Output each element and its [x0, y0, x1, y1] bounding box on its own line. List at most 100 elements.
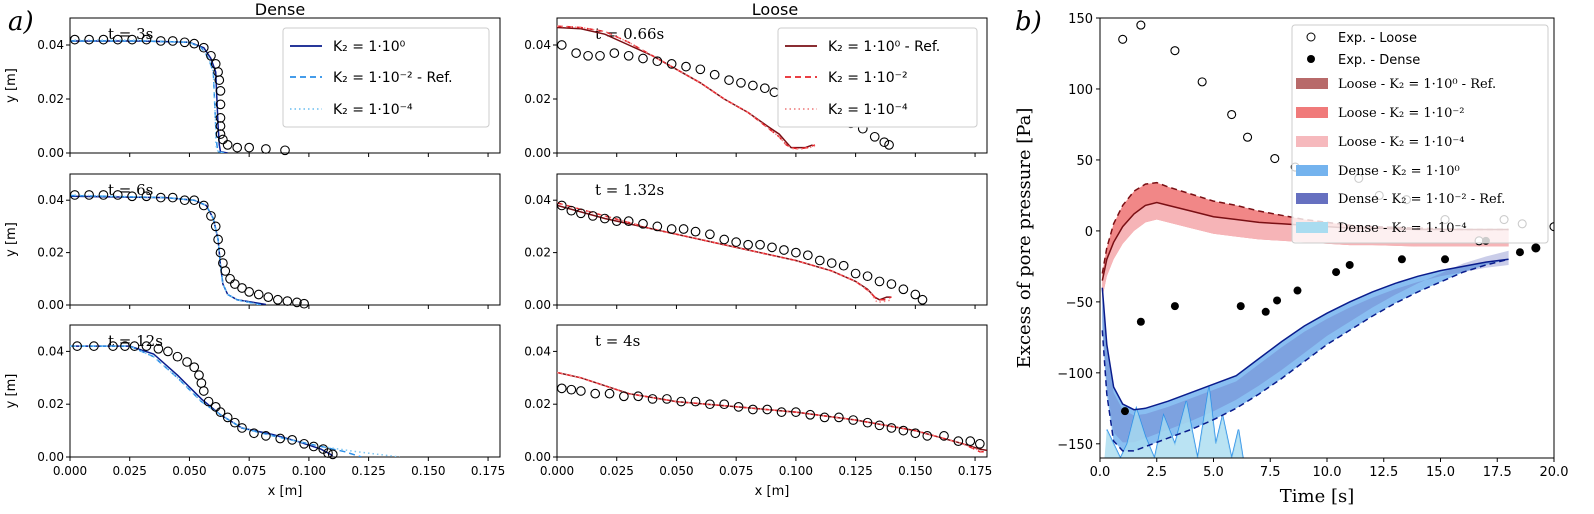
legend-loose-k2-fill [1296, 107, 1328, 118]
experiment-point [69, 190, 80, 200]
experiment-point [748, 80, 758, 91]
experiment-point [261, 144, 271, 154]
experiment-point [733, 401, 744, 412]
experiment-point [571, 48, 581, 58]
exp-loose-point [1136, 20, 1146, 30]
time-label: t = 1.32s [595, 181, 664, 199]
plot-frame [69, 17, 501, 154]
experiment-point [779, 245, 789, 255]
experiment-point [163, 346, 173, 357]
experiment-point [222, 412, 233, 423]
profile-plot-loose-0.66s: 0.00 0.02 0.04 t = 0.66s [524, 17, 988, 160]
pressure-y-tick-label: −150 [1057, 438, 1093, 453]
experiment-point [678, 224, 689, 234]
y-tick-label: 0.02 [524, 397, 551, 411]
series-line-k2 [557, 25, 816, 150]
experiment-point [886, 423, 897, 433]
legend-press-dense-k2: Dense - K₂ = 1·10⁻² - Ref. [1338, 192, 1505, 207]
experiment-point [576, 386, 586, 396]
legend-press-dense-k0: Dense - K₂ = 1·10⁰ [1338, 164, 1460, 179]
pressure-y-axis-label: Excess of pore pressure [Pa] [1014, 108, 1035, 369]
y-axis-label: y [m] [4, 374, 19, 409]
experiment-point [210, 401, 221, 412]
pressure-x-tick-label: 5.0 [1203, 465, 1224, 480]
experiment-point [198, 42, 209, 53]
experiment-point [826, 258, 837, 268]
experiment-point [939, 431, 949, 441]
pressure-x-tick-label: 2.5 [1146, 465, 1167, 480]
y-tick-label: 0.04 [37, 344, 64, 358]
series-line-k4 [557, 25, 816, 150]
y-tick-label: 0.02 [37, 92, 64, 106]
exp-dense-point [1515, 248, 1524, 257]
experiment-point [953, 436, 964, 447]
experiment-point [69, 34, 80, 45]
legend-loose: K₂ = 1·10⁰ - Ref. K₂ = 1·10⁻² K₂ = 1·10⁻… [777, 27, 978, 128]
y-tick-label: 0.04 [524, 38, 551, 52]
legend-loose-k0-fill [1296, 78, 1328, 89]
exp-dense-point [1397, 255, 1406, 264]
x-tick-label: 0.125 [838, 464, 872, 478]
panel-label-b: b) [1015, 7, 1042, 37]
experiment-point [263, 292, 274, 302]
y-tick-label: 0.02 [524, 92, 551, 106]
x-tick-label: 0.025 [600, 464, 634, 478]
experiment-point [886, 279, 897, 289]
series-line-k0 [70, 345, 334, 457]
experiment-point [638, 218, 648, 229]
y-tick-label: 0.02 [524, 246, 551, 260]
experiment-point [576, 208, 586, 219]
experiment-point [791, 407, 801, 417]
experiment-point [791, 247, 801, 258]
experiment-point [879, 137, 890, 148]
exp-dense-point [1293, 286, 1302, 295]
legend-dense-frame [282, 27, 490, 128]
x-axis-label: x [m] [268, 484, 303, 499]
experiment-point [862, 271, 873, 282]
experiment-point [755, 239, 765, 250]
experiment-point [690, 396, 701, 407]
pressure-x-tick-label: 12.5 [1369, 465, 1398, 480]
experiment-point [743, 239, 753, 250]
legend-press-dense-k4: Dense - K₂ = 1·10⁻⁴ [1338, 221, 1467, 236]
experiment-point [583, 50, 593, 61]
experiment-point [917, 294, 928, 305]
experiment-point [287, 434, 298, 445]
y-tick-label: 0.00 [524, 298, 551, 312]
experiment-point [805, 409, 816, 420]
y-tick-label: 0.02 [37, 397, 64, 411]
experiment-point [666, 224, 677, 234]
experiment-point [196, 378, 207, 388]
experiment-point [719, 399, 730, 410]
experiment-point [690, 226, 701, 237]
pressure-x-axis-label: Time [s] [1280, 486, 1355, 507]
profile-plot-loose-4s: 0.000 0.025 0.050 0.075 0.100 0.125 0.150 0.175… [524, 324, 992, 499]
pressure-x-tick-label: 15.0 [1426, 465, 1455, 480]
x-tick-label: 0.075 [719, 464, 753, 478]
column-title-dense: Dense [255, 0, 305, 19]
experiment-point [213, 234, 223, 245]
experiment-point [623, 50, 634, 61]
experiment-point [705, 229, 715, 240]
experiment-point [203, 396, 214, 407]
experiment-point [237, 423, 247, 433]
x-tick-label: 0.175 [471, 464, 505, 478]
experiment-point [189, 362, 200, 373]
experiment-point [89, 341, 99, 351]
series-line-k4 [557, 371, 983, 453]
experiment-point [910, 428, 921, 439]
profile-plots: 0.000.020.04y [m]t = 3s0.000.020.04y [m]… [4, 17, 992, 499]
experiment-point [819, 412, 830, 423]
exp-dense-point [1170, 302, 1179, 311]
experiment-point [198, 200, 209, 211]
experiment-point [850, 268, 861, 279]
pressure-x-tick-label: 10.0 [1313, 465, 1342, 480]
experiment-point [323, 448, 333, 458]
experiment-point [974, 438, 985, 449]
experiment-point [647, 394, 658, 404]
experiment-point [210, 221, 221, 232]
time-label: t = 0.66s [595, 25, 664, 43]
legend-press-loose-k0: Loose - K₂ = 1·10⁰ - Ref. [1338, 77, 1496, 92]
experiment-point [215, 247, 226, 258]
